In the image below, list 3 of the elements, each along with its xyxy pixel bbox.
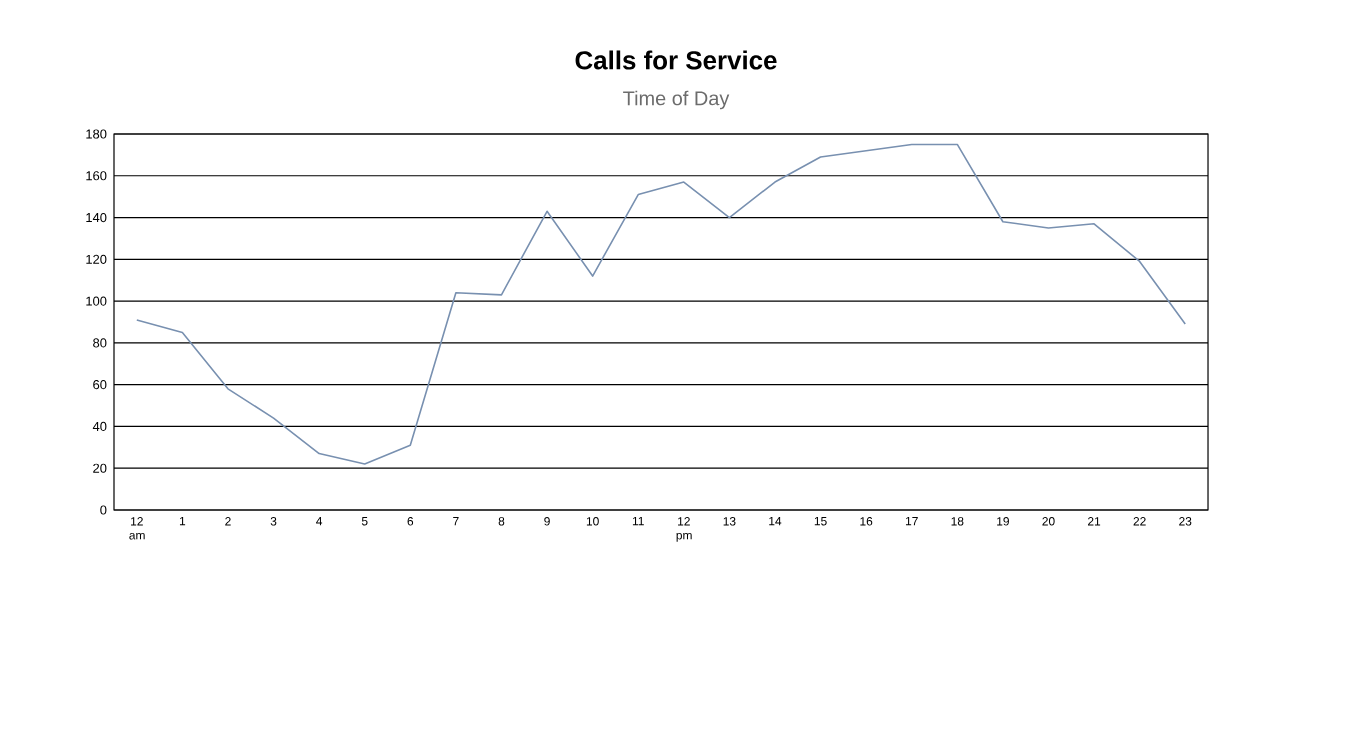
line-series	[136, 143, 1187, 465]
chart-title: Calls for Service	[575, 50, 777, 70]
chart-subtitle: Time of Day	[623, 90, 730, 110]
